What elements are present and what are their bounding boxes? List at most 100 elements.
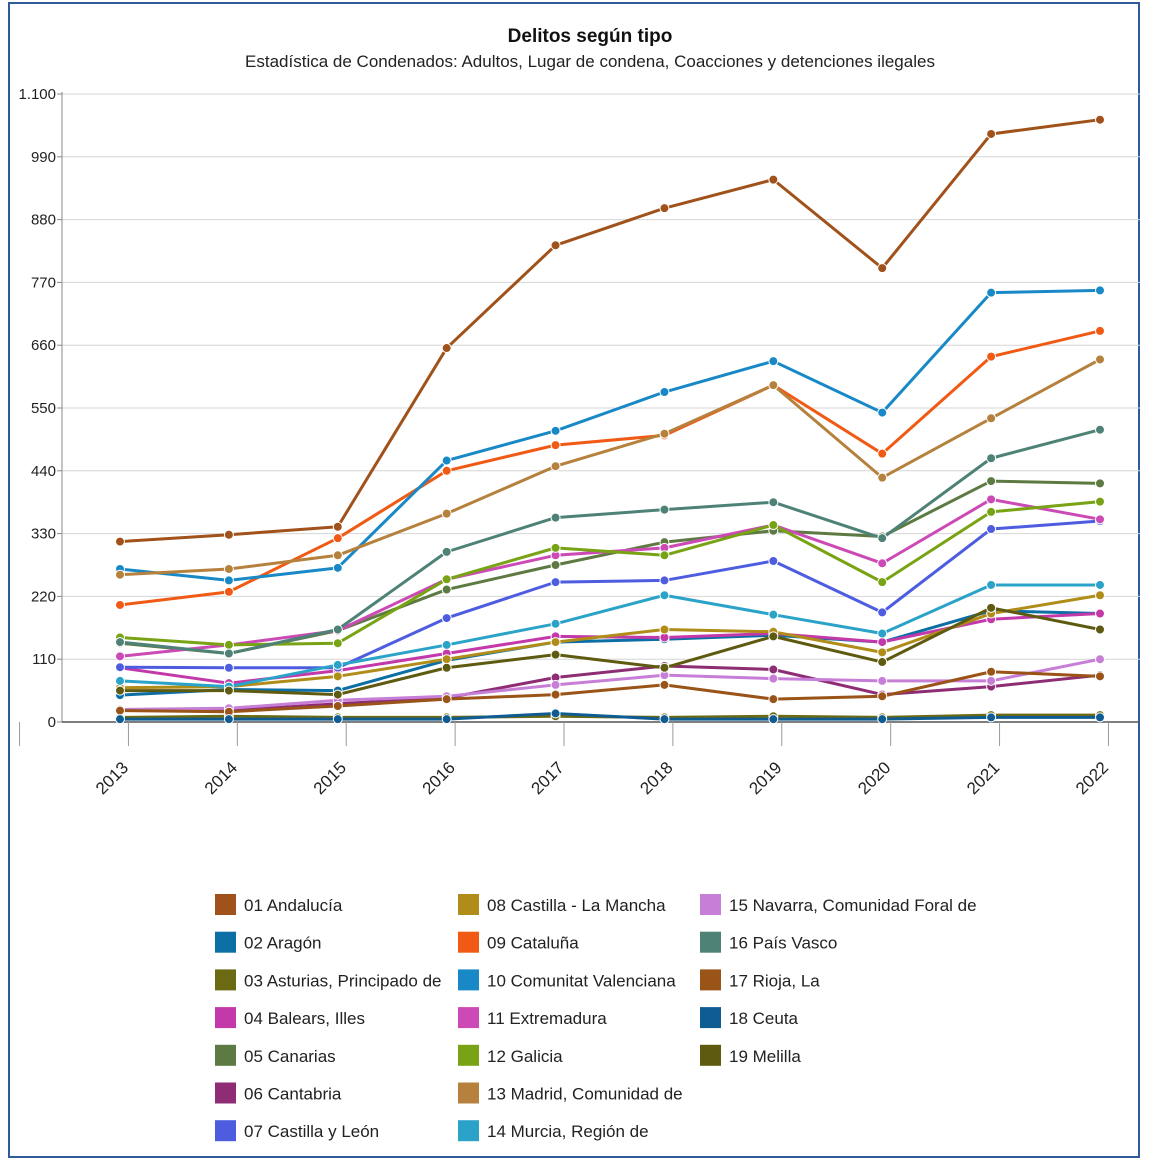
legend-item: 03 Asturias, Principado de: [215, 969, 442, 991]
series-line: [115, 605, 1105, 701]
data-point: [877, 657, 888, 668]
data-point: [1095, 712, 1105, 723]
data-point: [986, 602, 997, 613]
data-point: [659, 662, 670, 673]
series-path: [120, 606, 1101, 697]
data-point: [441, 465, 452, 476]
series-path: [119, 670, 1101, 714]
data-point: [877, 607, 888, 618]
series-line: [115, 516, 1105, 673]
legend-item: 10 Comunitat Valenciana: [458, 969, 676, 991]
data-point: [223, 639, 234, 650]
series-path: [119, 500, 1101, 647]
data-point: [659, 714, 670, 725]
series-path: [119, 118, 1101, 544]
legend-item: 14 Murcia, Región de: [458, 1120, 649, 1142]
legend-label: 17 Rioja, La: [729, 971, 820, 990]
data-point: [986, 453, 997, 464]
data-point: [877, 714, 888, 725]
legend-swatch: [458, 894, 479, 915]
data-point: [115, 685, 125, 696]
data-point: [986, 579, 997, 590]
series-path: [119, 288, 1101, 582]
data-point: [986, 476, 997, 487]
data-point: [877, 577, 888, 588]
axes: [19, 92, 1140, 746]
legend-swatch: [700, 894, 721, 915]
data-point: [1095, 114, 1105, 125]
y-tick-label: 220: [31, 588, 56, 605]
data-point: [768, 380, 779, 391]
legend-swatch: [700, 1044, 721, 1066]
chart-title: Delitos según tipo: [508, 26, 673, 47]
legend-item: 16 País Vasco: [700, 931, 837, 953]
legend-item: 08 Castilla - La Mancha: [458, 894, 666, 915]
series-line: [115, 285, 1105, 586]
legend-item: 12 Galicia: [458, 1044, 563, 1066]
x-tick-label: 2015: [310, 758, 350, 798]
legend-swatch: [215, 1120, 236, 1142]
line-chart: Delitos según tipo Estadística de Conden…: [18, 26, 1140, 1142]
data-point: [986, 413, 997, 424]
data-point: [550, 679, 561, 690]
data-point: [768, 664, 779, 675]
data-point: [115, 662, 125, 673]
data-point: [550, 440, 561, 451]
data-point: [986, 128, 997, 139]
data-point: [768, 520, 779, 531]
legend-item: 11 Extremadura: [458, 1007, 607, 1029]
legend-label: 07 Castilla y León: [244, 1122, 379, 1141]
data-point: [877, 647, 888, 658]
data-point: [550, 542, 561, 553]
data-point: [441, 584, 452, 595]
data-point: [877, 558, 888, 569]
series-path: [119, 609, 1101, 697]
data-point: [1095, 590, 1105, 601]
x-tick-labels: 2013 2014 2015 2016 2017 2018 2019 2020 2021 2022: [92, 758, 1112, 798]
data-point: [550, 708, 561, 719]
data-point: [877, 263, 888, 274]
data-point: [986, 506, 997, 517]
data-point: [441, 639, 452, 650]
y-tick-label: 770: [31, 274, 56, 291]
data-point: [986, 675, 997, 686]
data-point: [768, 714, 779, 725]
data-point: [986, 351, 997, 362]
legend-label: 15 Navarra, Comunidad Foral de: [729, 896, 977, 915]
data-point: [115, 675, 125, 686]
chart-subtitle: Estadística de Condenados: Adultos, Luga…: [245, 52, 935, 71]
legend-label: 08 Castilla - La Mancha: [487, 896, 666, 915]
data-point: [332, 671, 343, 682]
data-point: [986, 494, 997, 505]
legend-swatch: [458, 969, 479, 991]
data-point: [223, 714, 234, 725]
data-point: [115, 569, 125, 580]
series-line: [115, 579, 1105, 692]
data-point: [550, 577, 561, 588]
data-point: [768, 631, 779, 642]
legend-swatch: [215, 931, 236, 953]
data-point: [550, 649, 561, 660]
legend-swatch: [215, 969, 236, 991]
legend-label: 10 Comunitat Valenciana: [487, 971, 676, 990]
data-point: [877, 691, 888, 702]
data-point: [659, 624, 670, 635]
legend-swatch: [215, 1082, 236, 1104]
x-tick-label: 2013: [92, 758, 132, 798]
data-point: [877, 407, 888, 418]
x-tick-label: 2022: [1072, 758, 1112, 798]
series-path: [119, 329, 1101, 607]
series-line: [115, 496, 1105, 650]
legend-label: 02 Aragón: [244, 934, 322, 953]
series-path: [119, 428, 1101, 655]
data-point: [441, 662, 452, 673]
series-path: [119, 358, 1101, 577]
data-point: [1095, 579, 1105, 590]
series-path: [119, 593, 1101, 690]
y-tick-label: 660: [31, 337, 56, 354]
x-tick-label: 2020: [854, 758, 894, 798]
data-point: [332, 624, 343, 635]
data-point: [768, 497, 779, 508]
data-point: [332, 689, 343, 700]
data-point: [1095, 514, 1105, 525]
